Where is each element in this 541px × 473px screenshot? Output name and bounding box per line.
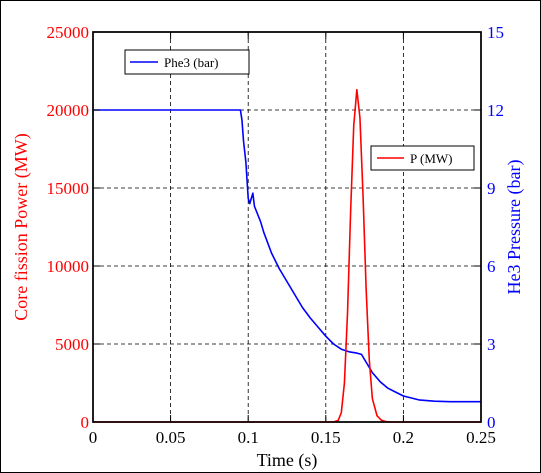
- x-tick-label: 0.2: [393, 428, 414, 447]
- x-axis-title: Time (s): [257, 450, 318, 471]
- y-left-tick-label: 25000: [47, 23, 90, 42]
- y-left-tick-label: 0: [81, 413, 90, 432]
- y-left-tick-label: 10000: [47, 257, 90, 276]
- y-left-tick-label: 15000: [47, 179, 90, 198]
- legend-phe3: Phe3 (bar): [125, 50, 249, 74]
- y-right-tick-label: 12: [487, 101, 504, 120]
- legend-power: P (MW): [371, 146, 474, 170]
- y-right-tick-label: 0: [487, 413, 496, 432]
- y-right-tick-label: 3: [487, 335, 496, 354]
- y-left-tick-label: 5000: [55, 335, 89, 354]
- y-right-axis-title: He3 Pressure (bar): [504, 160, 525, 295]
- y-right-tick-label: 9: [487, 179, 496, 198]
- x-tick-label: 0.05: [156, 428, 186, 447]
- y-right-tick-label: 6: [487, 257, 496, 276]
- x-tick-label: 0.1: [238, 428, 259, 447]
- x-tick-label: 0: [89, 428, 98, 447]
- x-tick-label: 0.15: [311, 428, 341, 447]
- legend-power-label: P (MW): [410, 151, 453, 166]
- y-left-tick-label: 20000: [47, 101, 90, 120]
- y-right-tick-label: 15: [487, 23, 504, 42]
- legend-phe3-label: Phe3 (bar): [164, 55, 219, 70]
- plot-area: [93, 32, 481, 422]
- y-left-axis-title: Core fission Power (MW): [11, 133, 32, 320]
